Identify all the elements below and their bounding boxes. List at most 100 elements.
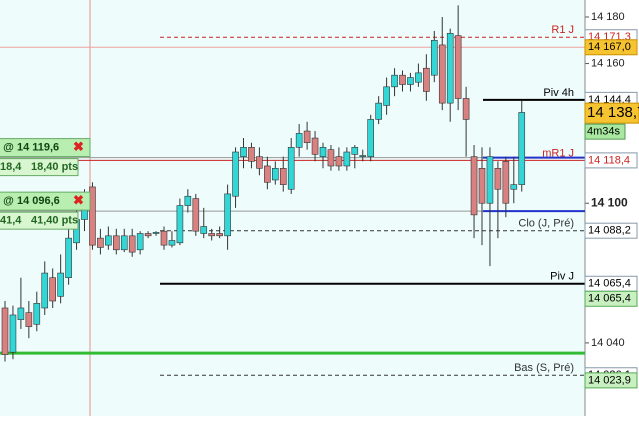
candle-body — [248, 147, 255, 162]
position-entry: 3 @ 14 119,6 — [0, 142, 59, 154]
candle-body — [192, 198, 200, 232]
candle-body — [319, 147, 327, 157]
price-label-box — [584, 372, 638, 389]
level-name: Piv J — [550, 271, 574, 283]
candle-body — [375, 102, 382, 120]
candle-body — [494, 168, 502, 190]
price-axis — [585, 0, 639, 416]
candle-body — [57, 272, 64, 297]
position-pnl: 18,4 — [0, 161, 22, 173]
candle-body — [176, 205, 184, 244]
level-name: Bas (S, Pré) — [514, 362, 574, 374]
candle-body — [256, 156, 263, 169]
candle-body — [399, 74, 406, 85]
current-price: 14 138,7 — [587, 104, 639, 121]
position-entry: 3 @ 14 096,6 — [0, 195, 60, 207]
position-pts: 41,40 pts — [31, 215, 78, 227]
candle-body — [335, 156, 343, 167]
candle-body — [128, 235, 136, 253]
level-name: Clo (J, Pré) — [518, 218, 574, 230]
candle-body — [25, 312, 33, 327]
candle-body — [462, 98, 470, 120]
candle-body — [279, 168, 287, 185]
candle-body — [1, 307, 9, 355]
position-entry-bg — [0, 138, 91, 158]
candle-body — [415, 72, 422, 83]
level-name: Piv 4h — [543, 87, 574, 99]
candle-body — [486, 156, 494, 204]
candle-body — [17, 307, 25, 320]
candle-body — [438, 44, 446, 104]
candle-body — [343, 151, 351, 167]
candle-body — [295, 133, 303, 148]
position-box: 3 @ 14 119,6 ✖ 18,4 18,40 pts — [0, 138, 91, 177]
y-tick-label: 14 180 — [591, 11, 625, 23]
candle-body — [105, 235, 112, 246]
level-name: mR1 J — [542, 147, 574, 159]
candle-body — [160, 230, 168, 246]
timer: 4m34s — [587, 126, 621, 138]
position-pnl-bg — [0, 158, 79, 177]
candle-body — [423, 67, 430, 92]
y-tick-label: 14 160 — [591, 57, 625, 69]
candle-body — [264, 165, 271, 183]
close-icon[interactable]: ✖ — [73, 193, 84, 208]
candle-body — [113, 235, 120, 251]
candle-body — [9, 314, 17, 353]
price-label: 14 118,4 — [588, 154, 630, 166]
candle-body — [152, 232, 160, 234]
close-icon[interactable]: ✖ — [73, 139, 84, 154]
candle-body — [168, 240, 176, 246]
candle-body — [311, 137, 319, 155]
candle-body — [89, 186, 96, 246]
candle-body — [510, 184, 518, 190]
candle-body — [518, 112, 526, 185]
timer-box — [584, 123, 626, 140]
candle-body — [208, 233, 215, 237]
candle-body — [351, 147, 359, 155]
price-label-box — [584, 290, 638, 307]
candle-body — [232, 151, 239, 197]
candle-body — [271, 168, 279, 181]
candle-body — [144, 233, 152, 237]
y-tick-label: 14 100 — [591, 195, 628, 209]
candle-body — [454, 35, 462, 99]
position-box: 3 @ 14 096,6 ✖ 41,4 41,40 pts — [0, 191, 91, 230]
candle-body — [97, 237, 104, 248]
y-tick-label: 14 040 — [591, 337, 625, 349]
candle-body — [430, 39, 438, 76]
candle-body — [224, 193, 231, 237]
price-label-box — [584, 39, 638, 56]
current-price-box — [584, 102, 639, 124]
price-label: 14 088,2 — [588, 225, 631, 237]
candle-body — [287, 147, 295, 190]
candle-body — [65, 237, 72, 279]
candle-body — [136, 233, 144, 251]
price-label: 14 167,0 — [588, 41, 631, 53]
candle-body — [303, 130, 311, 144]
plot-background — [0, 0, 585, 416]
position-pts: 18,40 pts — [31, 161, 78, 173]
candle-body — [184, 195, 192, 206]
candle-body — [470, 156, 478, 216]
candle-body — [216, 233, 223, 237]
candle-body — [41, 272, 49, 309]
candle-body — [240, 147, 247, 157]
candle-body — [407, 77, 414, 85]
candle-body — [49, 277, 57, 302]
candle-body — [200, 226, 208, 234]
candle-body — [446, 32, 454, 104]
price-label-box — [584, 222, 638, 239]
price-label: 14 065,4 — [588, 293, 631, 305]
price-label: 14 065,4 — [588, 278, 631, 290]
candle-body — [391, 74, 398, 88]
candle-body — [120, 235, 128, 251]
candle-body — [359, 155, 367, 157]
price-label-box — [584, 152, 638, 169]
price-label: 14 023,9 — [588, 374, 631, 386]
candle-body — [367, 119, 375, 157]
position-pnl: 41,4 — [0, 215, 22, 227]
candle-body — [502, 161, 510, 204]
position-entry-bg — [0, 191, 91, 211]
